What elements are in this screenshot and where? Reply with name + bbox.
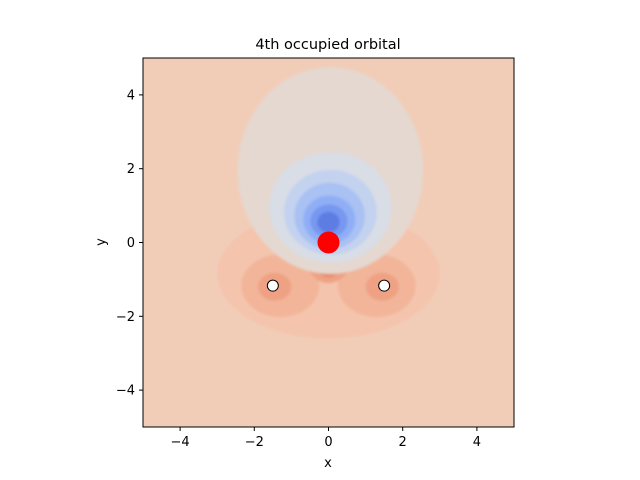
atom-h-2	[378, 279, 391, 292]
plot-area	[143, 58, 514, 427]
y-axis: −4 −2 0 2 4	[116, 88, 143, 399]
x-axis: −4 −2 0 2 4	[171, 427, 481, 450]
y-tick-label: 2	[127, 162, 135, 177]
y-tick-label: −2	[116, 310, 135, 325]
y-axis-label: y	[94, 238, 109, 246]
chart-title: 4th occupied orbital	[255, 37, 400, 53]
contour-layer	[217, 67, 440, 339]
atom-h-1	[266, 279, 279, 292]
x-tick-label: 0	[324, 435, 332, 450]
atom-o-0	[317, 231, 340, 254]
y-tick-label: −4	[116, 384, 135, 399]
x-tick-label: −4	[171, 435, 190, 450]
contour-negative-lobe-6	[317, 211, 340, 233]
x-tick-label: 4	[473, 435, 481, 450]
x-tick-label: 2	[399, 435, 407, 450]
atom-layer	[266, 231, 391, 292]
x-tick-label: −2	[245, 435, 264, 450]
y-tick-label: 4	[127, 88, 135, 103]
y-tick-label: 0	[127, 236, 135, 251]
x-axis-label: x	[324, 456, 332, 471]
